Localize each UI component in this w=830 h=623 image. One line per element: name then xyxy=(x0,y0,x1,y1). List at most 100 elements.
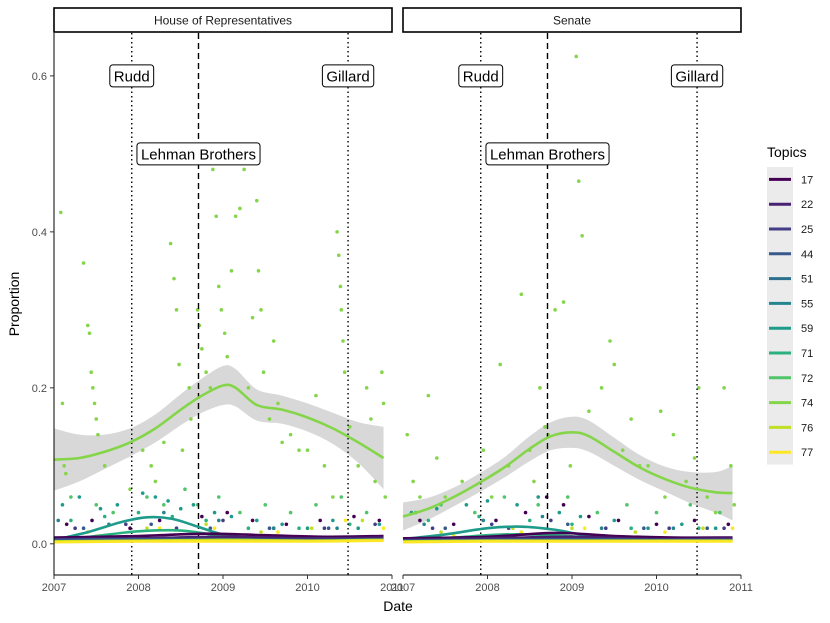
x-tick-label: 2011 xyxy=(380,582,404,594)
point-topic-59 xyxy=(646,526,650,531)
annotation-label: Rudd xyxy=(114,68,150,85)
point-topic-74 xyxy=(64,471,68,476)
point-topic-17 xyxy=(561,503,566,507)
y-tick-label: 0.0 xyxy=(32,539,47,551)
legend-item-25: 25 xyxy=(769,224,813,236)
point-topic-74 xyxy=(162,440,166,445)
point-topic-74 xyxy=(481,448,486,453)
x-tick-label: 2011 xyxy=(729,582,753,594)
point-topic-74 xyxy=(288,432,293,437)
y-axis-title: Proportion xyxy=(6,272,22,337)
point-topic-74 xyxy=(671,432,676,437)
point-topic-77 xyxy=(381,526,386,531)
annotation-label: Gillard xyxy=(326,68,369,85)
point-topic-74 xyxy=(87,331,92,336)
point-topic-74 xyxy=(92,401,97,406)
x-tick-label: 2010 xyxy=(295,582,319,594)
point-topic-72 xyxy=(263,503,268,507)
point-topic-71 xyxy=(426,518,431,523)
panel-house: Rudd Lehman Brothers Gillard xyxy=(53,33,388,575)
legend-item-59: 59 xyxy=(769,323,813,335)
point-topic-76 xyxy=(204,522,208,527)
point-topic-17 xyxy=(157,518,162,523)
point-topic-71 xyxy=(102,514,107,519)
point-topic-76 xyxy=(439,530,443,534)
point-topic-74 xyxy=(187,386,191,390)
point-topic-44 xyxy=(326,526,331,531)
point-topic-44 xyxy=(705,526,709,531)
annotation-box xyxy=(670,64,724,88)
point-topic-71 xyxy=(246,526,251,531)
point-topic-17 xyxy=(377,518,382,523)
point-topic-17 xyxy=(418,518,422,523)
point-topic-59 xyxy=(178,506,183,511)
point-topic-59 xyxy=(254,518,259,523)
smooth-topic-74 xyxy=(402,430,733,518)
point-topic-77 xyxy=(343,518,348,523)
point-topic-74 xyxy=(684,479,688,484)
point-topic-74 xyxy=(356,464,361,468)
point-topic-74 xyxy=(574,54,579,59)
point-topic-77 xyxy=(212,526,217,531)
point-topic-74 xyxy=(96,432,100,437)
point-topic-72 xyxy=(688,503,693,507)
point-topic-74 xyxy=(435,456,439,460)
point-topic-74 xyxy=(663,495,667,499)
point-topic-74 xyxy=(250,315,255,320)
point-topic-17 xyxy=(523,510,528,515)
point-topic-72 xyxy=(162,503,166,507)
point-topic-74 xyxy=(364,386,369,390)
point-topic-74 xyxy=(620,448,625,453)
point-topic-59 xyxy=(115,503,120,507)
point-topic-74 xyxy=(729,464,733,468)
point-topic-77 xyxy=(582,526,587,531)
y-ticks: 0.0 0.2 0.4 0.6 xyxy=(32,71,54,551)
point-topic-72 xyxy=(111,510,115,515)
point-topic-59 xyxy=(356,526,361,531)
legend-label: 72 xyxy=(801,373,813,385)
point-topic-74 xyxy=(254,198,259,203)
smooth-topic-74 xyxy=(53,383,385,461)
point-topic-17 xyxy=(654,522,659,527)
point-topic-76 xyxy=(145,526,149,531)
point-topic-72 xyxy=(183,487,187,492)
smooth-topic-17 xyxy=(53,532,384,539)
point-topic-17 xyxy=(128,526,132,531)
legend: 17 22 25 44 51 55 59 71 72 74 76 77 xyxy=(767,167,813,465)
point-topic-71 xyxy=(69,518,73,523)
point-topic-17 xyxy=(692,518,697,523)
point-topic-44 xyxy=(81,526,86,531)
legend-label: 76 xyxy=(801,422,813,434)
point-topic-59 xyxy=(229,514,234,519)
point-topic-59 xyxy=(331,518,335,523)
point-topic-74 xyxy=(86,323,90,328)
point-topic-59 xyxy=(612,518,617,523)
legend-title: Topics xyxy=(767,144,807,160)
point-topic-74 xyxy=(341,339,345,343)
annotation-lehman-brothers: Lehman Brothers xyxy=(136,142,261,166)
point-topic-55 xyxy=(162,510,166,515)
point-topic-74 xyxy=(216,284,221,289)
ribbon-topic-74 xyxy=(403,416,733,531)
point-topic-55 xyxy=(56,518,61,523)
point-topic-74 xyxy=(261,370,266,375)
point-topic-55 xyxy=(599,526,604,531)
point-topic-72 xyxy=(502,495,507,499)
point-topic-74 xyxy=(646,464,650,468)
annotation-box xyxy=(485,142,610,166)
point-topic-74 xyxy=(599,386,604,390)
point-topic-17 xyxy=(494,518,498,523)
point-topic-59 xyxy=(77,495,82,499)
point-topic-71 xyxy=(629,526,633,531)
point-topic-74 xyxy=(211,167,215,172)
legend-item-44: 44 xyxy=(769,249,813,261)
point-topic-74 xyxy=(373,479,377,484)
point-topic-71 xyxy=(136,510,141,515)
legend-item-55: 55 xyxy=(769,298,813,310)
point-topic-17 xyxy=(451,522,456,527)
point-topic-74 xyxy=(460,479,464,484)
point-topic-74 xyxy=(128,487,132,492)
point-topic-74 xyxy=(219,308,224,312)
point-topic-74 xyxy=(568,464,573,468)
point-topic-72 xyxy=(314,503,318,507)
